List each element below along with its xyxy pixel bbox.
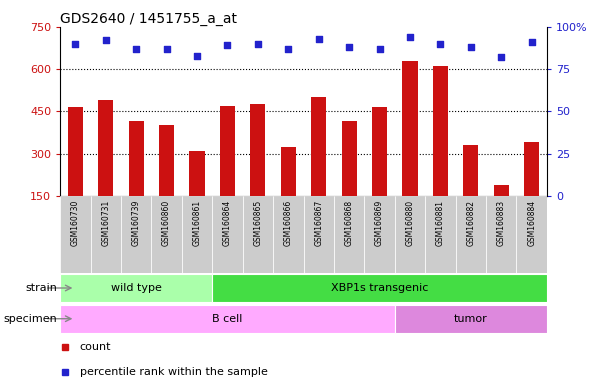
Bar xyxy=(463,145,478,196)
FancyBboxPatch shape xyxy=(182,196,212,273)
Bar xyxy=(281,147,296,196)
Point xyxy=(70,41,80,47)
FancyBboxPatch shape xyxy=(60,196,91,273)
Bar xyxy=(341,121,357,196)
FancyBboxPatch shape xyxy=(486,196,516,273)
Text: XBP1s transgenic: XBP1s transgenic xyxy=(331,283,429,293)
FancyBboxPatch shape xyxy=(212,274,547,302)
Bar xyxy=(524,142,539,196)
FancyBboxPatch shape xyxy=(60,305,395,333)
Point xyxy=(344,44,354,50)
Point xyxy=(496,54,506,60)
Bar xyxy=(493,185,509,196)
Point xyxy=(527,39,537,45)
Text: GSM160866: GSM160866 xyxy=(284,200,293,246)
FancyBboxPatch shape xyxy=(121,196,151,273)
Point xyxy=(192,53,202,59)
Point xyxy=(314,36,323,42)
FancyBboxPatch shape xyxy=(334,196,364,273)
Text: count: count xyxy=(79,341,111,352)
Text: GSM160860: GSM160860 xyxy=(162,200,171,246)
FancyBboxPatch shape xyxy=(395,305,547,333)
Point xyxy=(222,42,232,48)
Bar xyxy=(433,66,448,196)
FancyBboxPatch shape xyxy=(395,196,426,273)
FancyBboxPatch shape xyxy=(243,196,273,273)
Text: specimen: specimen xyxy=(4,314,57,324)
Text: GSM160880: GSM160880 xyxy=(406,200,415,246)
Point xyxy=(101,37,111,43)
Text: B cell: B cell xyxy=(212,314,243,324)
FancyBboxPatch shape xyxy=(516,196,547,273)
Bar xyxy=(98,99,114,196)
Text: percentile rank within the sample: percentile rank within the sample xyxy=(79,366,267,377)
FancyBboxPatch shape xyxy=(456,196,486,273)
Text: tumor: tumor xyxy=(454,314,488,324)
Text: GSM160867: GSM160867 xyxy=(314,200,323,246)
FancyBboxPatch shape xyxy=(212,196,243,273)
Text: GSM160868: GSM160868 xyxy=(344,200,353,246)
Text: GSM160882: GSM160882 xyxy=(466,200,475,246)
Text: GSM160730: GSM160730 xyxy=(71,200,80,246)
Text: GSM160865: GSM160865 xyxy=(254,200,263,246)
FancyBboxPatch shape xyxy=(151,196,182,273)
Point xyxy=(132,46,141,52)
Bar xyxy=(403,61,418,196)
Text: GSM160731: GSM160731 xyxy=(101,200,110,246)
Text: GSM160883: GSM160883 xyxy=(497,200,506,246)
Bar xyxy=(220,106,235,196)
Text: GSM160869: GSM160869 xyxy=(375,200,384,246)
Text: GSM160739: GSM160739 xyxy=(132,200,141,246)
Text: GSM160861: GSM160861 xyxy=(192,200,201,246)
Text: GSM160884: GSM160884 xyxy=(527,200,536,246)
FancyBboxPatch shape xyxy=(273,196,304,273)
Text: GSM160881: GSM160881 xyxy=(436,200,445,246)
Bar xyxy=(129,121,144,196)
FancyBboxPatch shape xyxy=(91,196,121,273)
FancyBboxPatch shape xyxy=(426,196,456,273)
Bar xyxy=(159,126,174,196)
Point xyxy=(375,46,385,52)
Text: GSM160864: GSM160864 xyxy=(223,200,232,246)
Point xyxy=(466,44,475,50)
Bar xyxy=(68,107,83,196)
FancyBboxPatch shape xyxy=(304,196,334,273)
Point xyxy=(284,46,293,52)
Bar xyxy=(250,104,266,196)
Text: wild type: wild type xyxy=(111,283,162,293)
Point xyxy=(162,46,171,52)
Text: GDS2640 / 1451755_a_at: GDS2640 / 1451755_a_at xyxy=(60,12,237,26)
Point xyxy=(436,41,445,47)
Point xyxy=(253,41,263,47)
FancyBboxPatch shape xyxy=(60,274,212,302)
Point xyxy=(405,34,415,40)
Bar xyxy=(311,97,326,196)
Text: strain: strain xyxy=(25,283,57,293)
Bar xyxy=(189,151,204,196)
FancyBboxPatch shape xyxy=(364,196,395,273)
Bar xyxy=(372,107,387,196)
